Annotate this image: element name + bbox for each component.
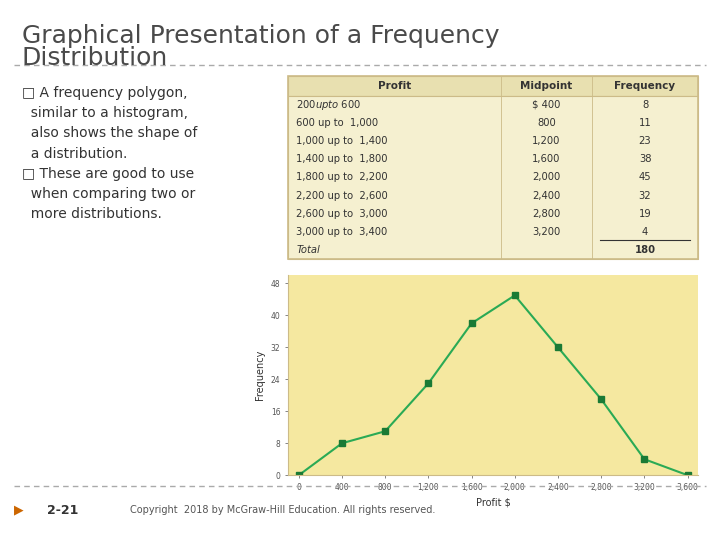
Text: 1,600: 1,600	[532, 154, 561, 164]
Text: 1,200: 1,200	[532, 136, 561, 146]
Text: 3,000 up to  3,400: 3,000 up to 3,400	[296, 227, 387, 237]
Text: Distribution: Distribution	[22, 46, 168, 70]
Text: 1,400 up to  1,800: 1,400 up to 1,800	[296, 154, 387, 164]
Text: 2,200 up to  2,600: 2,200 up to 2,600	[296, 191, 388, 201]
Text: $ 400: $ 400	[532, 100, 561, 110]
Text: 600 up to  1,000: 600 up to 1,000	[296, 118, 378, 128]
Text: 45: 45	[639, 172, 652, 183]
Text: 2-21: 2-21	[47, 504, 78, 517]
Text: 1,000 up to  1,400: 1,000 up to 1,400	[296, 136, 387, 146]
Text: 38: 38	[639, 154, 652, 164]
Text: 11: 11	[639, 118, 652, 128]
Text: Frequency: Frequency	[614, 80, 675, 91]
X-axis label: Profit $: Profit $	[476, 497, 510, 508]
Text: 2,400: 2,400	[532, 191, 561, 201]
Text: 32: 32	[639, 191, 652, 201]
Text: 2,800: 2,800	[532, 209, 561, 219]
Text: 3,200: 3,200	[532, 227, 561, 237]
Text: 23: 23	[639, 136, 652, 146]
Y-axis label: Frequency: Frequency	[255, 350, 265, 401]
Bar	[288, 76, 698, 96]
Text: □ A frequency polygon,
  similar to a histogram,
  also shows the shape of
  a d: □ A frequency polygon, similar to a hist…	[22, 86, 197, 221]
Text: $ 200 up to $ 600: $ 200 up to $ 600	[296, 98, 361, 112]
Text: 2,600 up to  3,000: 2,600 up to 3,000	[296, 209, 387, 219]
Text: 1,800 up to  2,200: 1,800 up to 2,200	[296, 172, 388, 183]
Text: 4: 4	[642, 227, 648, 237]
Text: 19: 19	[639, 209, 652, 219]
Text: Graphical Presentation of a Frequency: Graphical Presentation of a Frequency	[22, 24, 499, 48]
Text: 2,000: 2,000	[532, 172, 561, 183]
Text: Midpoint: Midpoint	[521, 80, 572, 91]
Text: Profit: Profit	[378, 80, 411, 91]
Text: Total: Total	[296, 245, 320, 255]
Bar	[288, 96, 698, 259]
Text: Copyright  2018 by McGraw-Hill Education. All rights reserved.: Copyright 2018 by McGraw-Hill Education.…	[130, 505, 435, 515]
Text: ▶: ▶	[14, 504, 24, 517]
Text: 800: 800	[537, 118, 556, 128]
Text: 180: 180	[634, 245, 655, 255]
Text: 8: 8	[642, 100, 648, 110]
